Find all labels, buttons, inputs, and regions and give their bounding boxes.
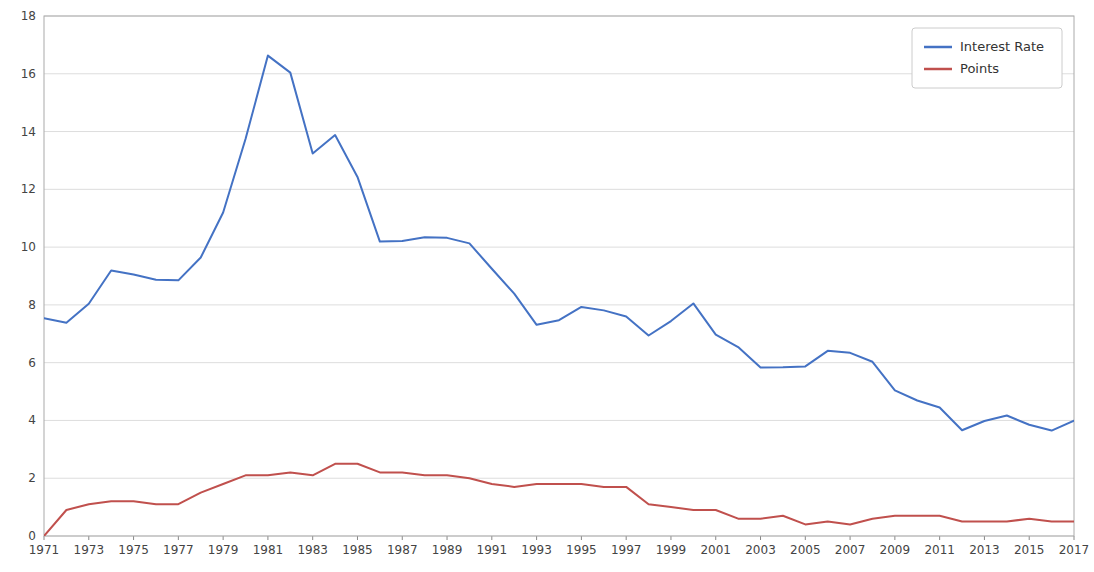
tick-label: 2013 xyxy=(969,543,1000,557)
tick-label: 2 xyxy=(28,471,36,485)
tick-label: 2007 xyxy=(835,543,866,557)
grid-line xyxy=(44,304,1074,305)
tick-mark xyxy=(357,536,358,540)
legend: Interest Rate Points xyxy=(912,28,1062,88)
tick-label: 1989 xyxy=(432,543,463,557)
grid-line xyxy=(44,131,1074,132)
tick-label: 1987 xyxy=(387,543,418,557)
tick-label: 2001 xyxy=(700,543,731,557)
tick-label: 8 xyxy=(28,298,36,312)
tick-label: 4 xyxy=(28,413,36,427)
tick-mark xyxy=(312,536,313,540)
lines xyxy=(44,56,1074,536)
legend-swatch xyxy=(924,46,952,49)
tick-mark xyxy=(178,536,179,540)
tick-label: 2015 xyxy=(1014,543,1045,557)
grid-line xyxy=(44,247,1074,248)
tick-label: 2011 xyxy=(924,543,955,557)
chart: 0246810121416181971197319751977197919811… xyxy=(0,0,1094,572)
tick-label: 1981 xyxy=(253,543,284,557)
grid-line xyxy=(44,362,1074,363)
tick-mark xyxy=(581,536,582,540)
legend-box xyxy=(912,28,1062,88)
tick-mark xyxy=(447,536,448,540)
tick-mark xyxy=(88,536,89,540)
series-line xyxy=(44,56,1074,431)
tick-mark xyxy=(715,536,716,540)
x-axis: 1971 1973 1975 1977 1979 1981 1983 1985 1987 1989… xyxy=(29,536,1090,557)
tick-mark xyxy=(133,536,134,540)
tick-label: 1971 xyxy=(29,543,60,557)
tick-mark xyxy=(491,536,492,540)
tick-label: 6 xyxy=(28,356,36,370)
grid-line xyxy=(44,478,1074,479)
tick-mark xyxy=(626,536,627,540)
tick-label: 1993 xyxy=(521,543,552,557)
tick-label: 2017 xyxy=(1059,543,1090,557)
tick-label: 1999 xyxy=(656,543,687,557)
grid-line xyxy=(44,189,1074,190)
tick-mark xyxy=(223,536,224,540)
tick-label: 2003 xyxy=(745,543,776,557)
series-line xyxy=(44,464,1074,536)
tick-mark xyxy=(894,536,895,540)
tick-label: 12 xyxy=(21,182,36,196)
tick-mark xyxy=(1029,536,1030,540)
tick-label: 10 xyxy=(21,240,36,254)
tick-mark xyxy=(1074,536,1075,540)
tick-label: 0 xyxy=(28,529,36,543)
legend-label: Interest Rate xyxy=(960,39,1044,54)
legend-label: Points xyxy=(960,61,999,76)
tick-mark xyxy=(44,536,45,540)
tick-label: 1991 xyxy=(477,543,508,557)
grid-line xyxy=(44,420,1074,421)
tick-label: 2009 xyxy=(880,543,911,557)
tick-label: 1997 xyxy=(611,543,642,557)
tick-mark xyxy=(267,536,268,540)
tick-mark xyxy=(402,536,403,540)
tick-label: 18 xyxy=(21,9,36,23)
tick-label: 1995 xyxy=(566,543,597,557)
tick-label: 2005 xyxy=(790,543,821,557)
tick-mark xyxy=(805,536,806,540)
tick-label: 1983 xyxy=(297,543,328,557)
tick-label: 16 xyxy=(21,67,36,81)
tick-mark xyxy=(670,536,671,540)
tick-mark xyxy=(984,536,985,540)
tick-label: 1975 xyxy=(118,543,149,557)
tick-label: 1979 xyxy=(208,543,239,557)
tick-mark xyxy=(939,536,940,540)
legend-swatch xyxy=(924,68,952,71)
tick-mark xyxy=(760,536,761,540)
y-axis: 0 2 4 6 8 10 12 14 16 18 xyxy=(21,9,1074,543)
tick-label: 1973 xyxy=(74,543,105,557)
tick-label: 1977 xyxy=(163,543,194,557)
tick-label: 14 xyxy=(21,125,36,139)
tick-mark xyxy=(850,536,851,540)
plot-frame xyxy=(44,16,1074,536)
tick-label: 1985 xyxy=(342,543,373,557)
tick-mark xyxy=(536,536,537,540)
